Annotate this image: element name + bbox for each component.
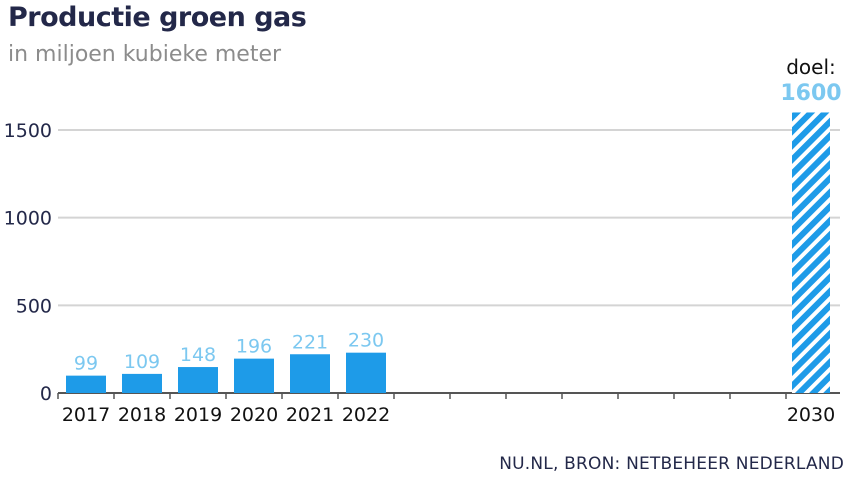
data-label: 221 bbox=[292, 331, 328, 353]
y-tick-label: 0 bbox=[40, 383, 52, 405]
x-tick-label: 2022 bbox=[342, 404, 390, 426]
chart-subtitle: in miljoen kubieke meter bbox=[8, 42, 282, 67]
source-credit: NU.NL, BRON: NETBEHEER NEDERLAND bbox=[499, 454, 844, 474]
x-tick-label: 2020 bbox=[230, 404, 278, 426]
target-bar-2030 bbox=[792, 112, 830, 393]
bar-2022 bbox=[346, 352, 386, 393]
data-label: 148 bbox=[180, 344, 216, 366]
x-axis bbox=[57, 392, 840, 399]
x-tick-label: 2018 bbox=[118, 404, 166, 426]
y-tick-label: 1500 bbox=[4, 120, 52, 142]
bar-2020 bbox=[234, 358, 274, 393]
x-tick-label: 2017 bbox=[62, 404, 110, 426]
gridlines bbox=[58, 129, 840, 307]
target-value: 1600 bbox=[780, 81, 841, 106]
target-label: doel: bbox=[786, 55, 836, 79]
y-tick-label: 500 bbox=[16, 295, 52, 317]
y-tick-label: 1000 bbox=[4, 208, 52, 230]
bars bbox=[66, 112, 830, 393]
bar-chart: 0 500 1000 1500 2017 99 2018 109 2019 148 2020 196 2… bbox=[4, 55, 842, 426]
data-label: 230 bbox=[348, 330, 384, 352]
data-label: 109 bbox=[124, 351, 160, 373]
bar-2019 bbox=[178, 367, 218, 393]
bar-2018 bbox=[122, 373, 162, 393]
x-tick-label: 2030 bbox=[787, 404, 835, 426]
data-label: 99 bbox=[74, 353, 98, 375]
x-tick-label: 2019 bbox=[174, 404, 222, 426]
bar-2021 bbox=[290, 354, 330, 393]
labels: 0 500 1000 1500 2017 99 2018 109 2019 148 2020 196 2… bbox=[4, 55, 842, 426]
data-label: 196 bbox=[236, 336, 272, 358]
x-tick-label: 2021 bbox=[286, 404, 334, 426]
bar-2017 bbox=[66, 375, 106, 393]
chart-title: Productie groen gas bbox=[8, 2, 307, 33]
